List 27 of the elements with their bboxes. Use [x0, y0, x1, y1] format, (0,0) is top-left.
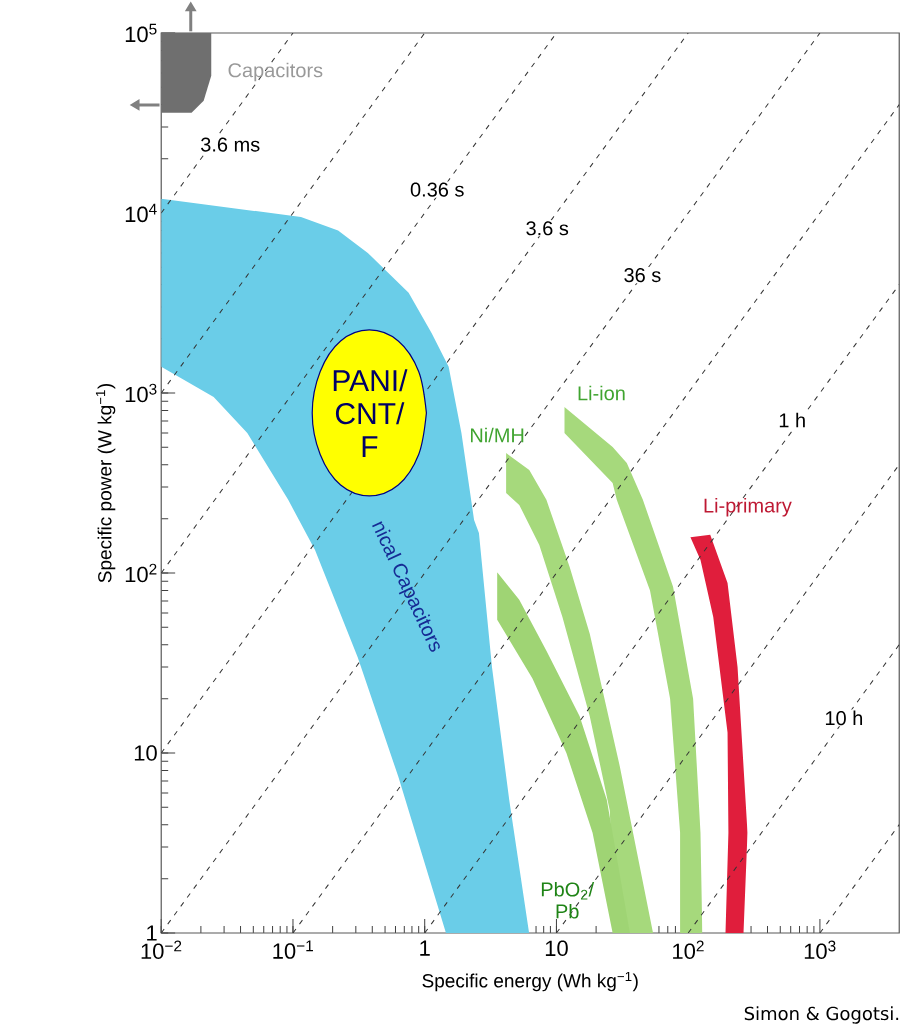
x-tick-label: 10: [545, 940, 568, 957]
x-tick-label: 10$^{−1}$: [273, 940, 313, 959]
y-tick-label: 10$^{2}$: [125, 563, 157, 583]
y-axis-title: Specific power (W kg$^{−1}$): [95, 383, 116, 583]
annotation: 0.36 s: [410, 182, 464, 197]
series-label: Ni/MH: [470, 427, 524, 443]
x-tick-label: 10$^{−2}$: [141, 940, 182, 960]
series-label: PbO$_{2}$/Pb: [541, 881, 594, 919]
series-label: Li-ion: [578, 385, 625, 401]
annotation: 3.6 s: [526, 221, 569, 236]
annotation: 10 h: [825, 710, 862, 726]
x-axis-title: Specific energy (Wh kg$^{−1}$): [422, 971, 638, 992]
y-tick-label: 1: [147, 925, 157, 941]
x-tick-label: 1: [420, 940, 430, 956]
annotation: 36 s: [624, 268, 661, 283]
x-tick-label: 10$^{2}$: [672, 940, 704, 960]
annotation: 1 h: [779, 412, 805, 428]
y-tick-label: 10$^{5}$: [125, 23, 157, 43]
annotation: 3.6 ms: [200, 137, 260, 152]
y-tick-label: 10$^{3}$: [125, 383, 157, 403]
series-label: PANI/CNT/F: [333, 369, 408, 457]
series-label: Li-primary: [704, 497, 792, 517]
x-tick-label: 10$^{3}$: [804, 940, 836, 960]
text: Simon & Gogotsi.: [744, 1006, 898, 1024]
y-tick-label: 10$^{4}$: [125, 203, 157, 223]
series-label: Capacitors: [228, 62, 323, 82]
y-tick-label: 10: [134, 745, 157, 761]
